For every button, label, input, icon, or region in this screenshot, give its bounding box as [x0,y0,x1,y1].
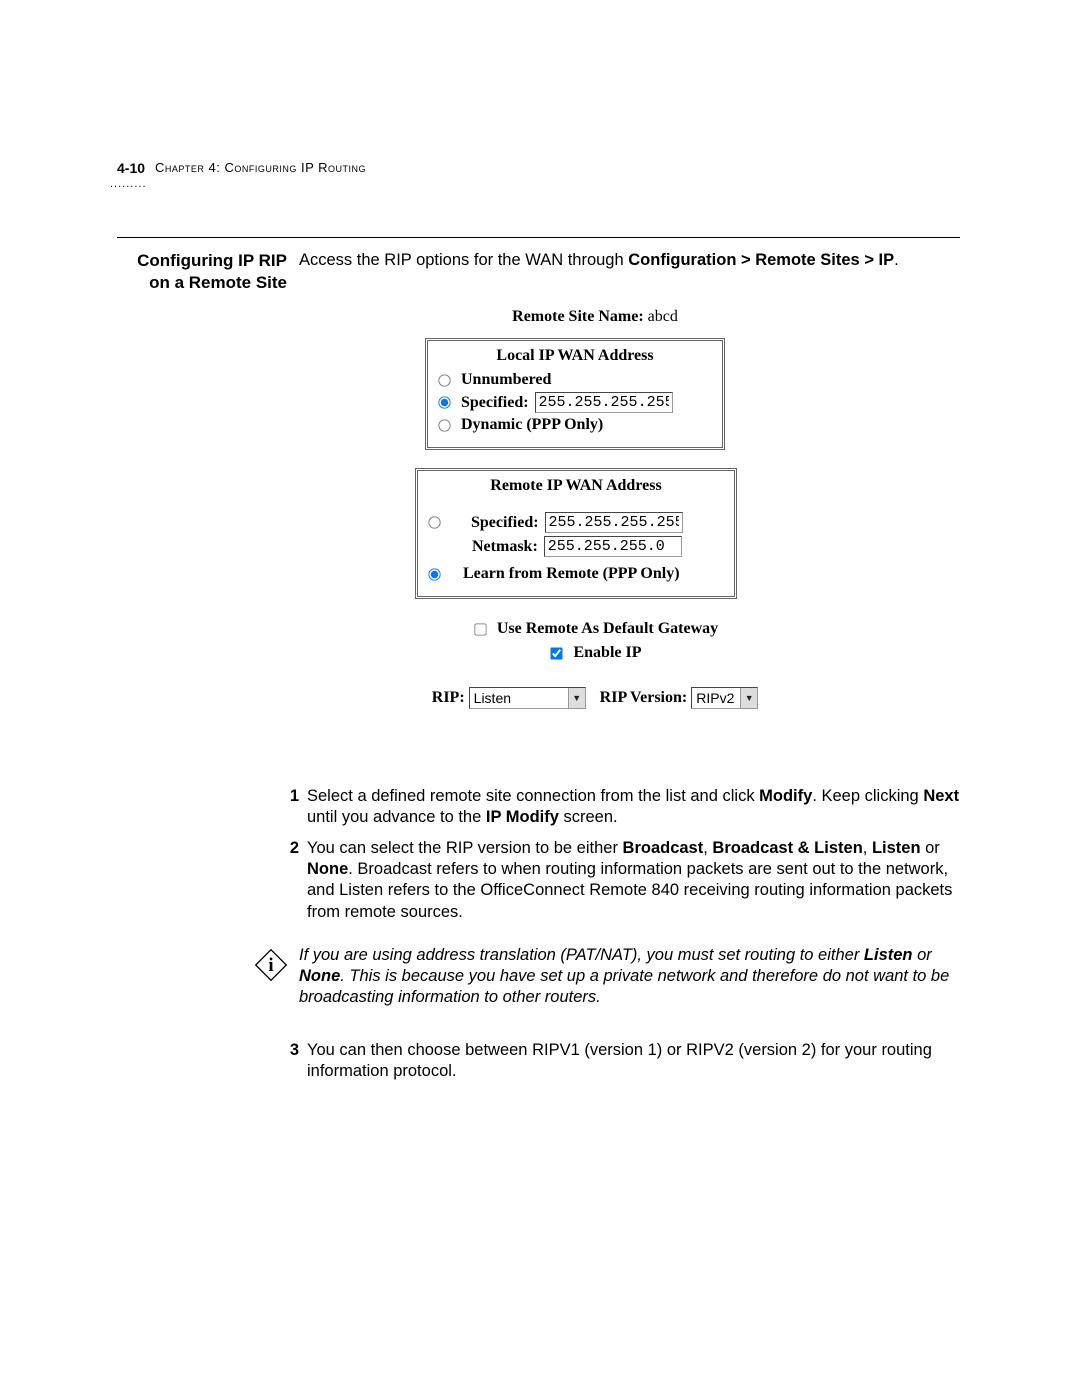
step-2: 2 You can select the RIP version to be e… [275,838,960,922]
remote-specified-label: Specified: [471,514,539,532]
local-specified-radio[interactable] [438,396,450,408]
enable-ip-checkbox[interactable] [551,647,563,659]
svg-text:i: i [268,955,273,976]
rip-value: Listen [470,690,568,706]
remote-learn-radio[interactable] [428,568,440,580]
remote-title: Remote IP WAN Address [426,477,726,495]
use-remote-gateway-checkbox[interactable] [474,623,486,635]
step-1: 1 Select a defined remote site connectio… [275,786,960,828]
dropdown-arrow-icon: ▼ [740,688,757,708]
remote-netmask-input[interactable] [544,536,682,557]
site-name-label: Remote Site Name: [512,308,644,325]
local-specified-label: Specified: [461,394,529,412]
config-screenshot: Remote Site Name: abcd Local IP WAN Addr… [375,308,815,709]
enable-ip-label: Enable IP [573,644,641,662]
remote-ip-wan-box: Remote IP WAN Address Specified: Netmask… [415,468,737,599]
local-specified-input[interactable] [535,392,673,413]
rip-version-label: RIP Version: [600,689,688,707]
remote-specified-input[interactable] [545,512,683,533]
remote-specified-radio[interactable] [428,516,440,528]
section-rule [117,237,960,238]
rip-version-value: RIPv2 [692,690,740,706]
dropdown-arrow-icon: ▼ [568,688,585,708]
header-dots: ......... [110,178,147,190]
local-dynamic-radio[interactable] [438,419,450,431]
local-unnumbered-label: Unnumbered [461,371,551,389]
local-unnumbered-radio[interactable] [438,374,450,386]
rip-label: RIP: [432,689,465,707]
local-ip-wan-box: Local IP WAN Address Unnumbered Specifie… [425,338,725,450]
rip-version-select[interactable]: RIPv2 ▼ [691,687,758,709]
chapter-title: Chapter 4: Configuring IP Routing [155,160,366,175]
local-title: Local IP WAN Address [436,347,714,365]
note-text: If you are using address translation (PA… [299,945,959,1008]
use-remote-gateway-label: Use Remote As Default Gateway [497,620,718,638]
page-number: 4-10 [117,160,145,176]
rip-select[interactable]: Listen ▼ [469,687,586,709]
info-icon: i [254,948,288,982]
remote-learn-label: Learn from Remote (PPP Only) [463,565,680,583]
local-dynamic-label: Dynamic (PPP Only) [461,416,603,434]
step-3: 3 You can then choose between RIPV1 (ver… [275,1040,960,1082]
section-heading: Configuring IP RIP on a Remote Site [117,250,287,294]
page-header: 4-10 Chapter 4: Configuring IP Routing [117,160,366,176]
remote-netmask-label: Netmask: [472,538,538,556]
intro-text: Access the RIP options for the WAN throu… [299,250,959,271]
site-name-value: abcd [648,308,678,325]
steps-list: 1 Select a defined remote site connectio… [275,786,960,933]
